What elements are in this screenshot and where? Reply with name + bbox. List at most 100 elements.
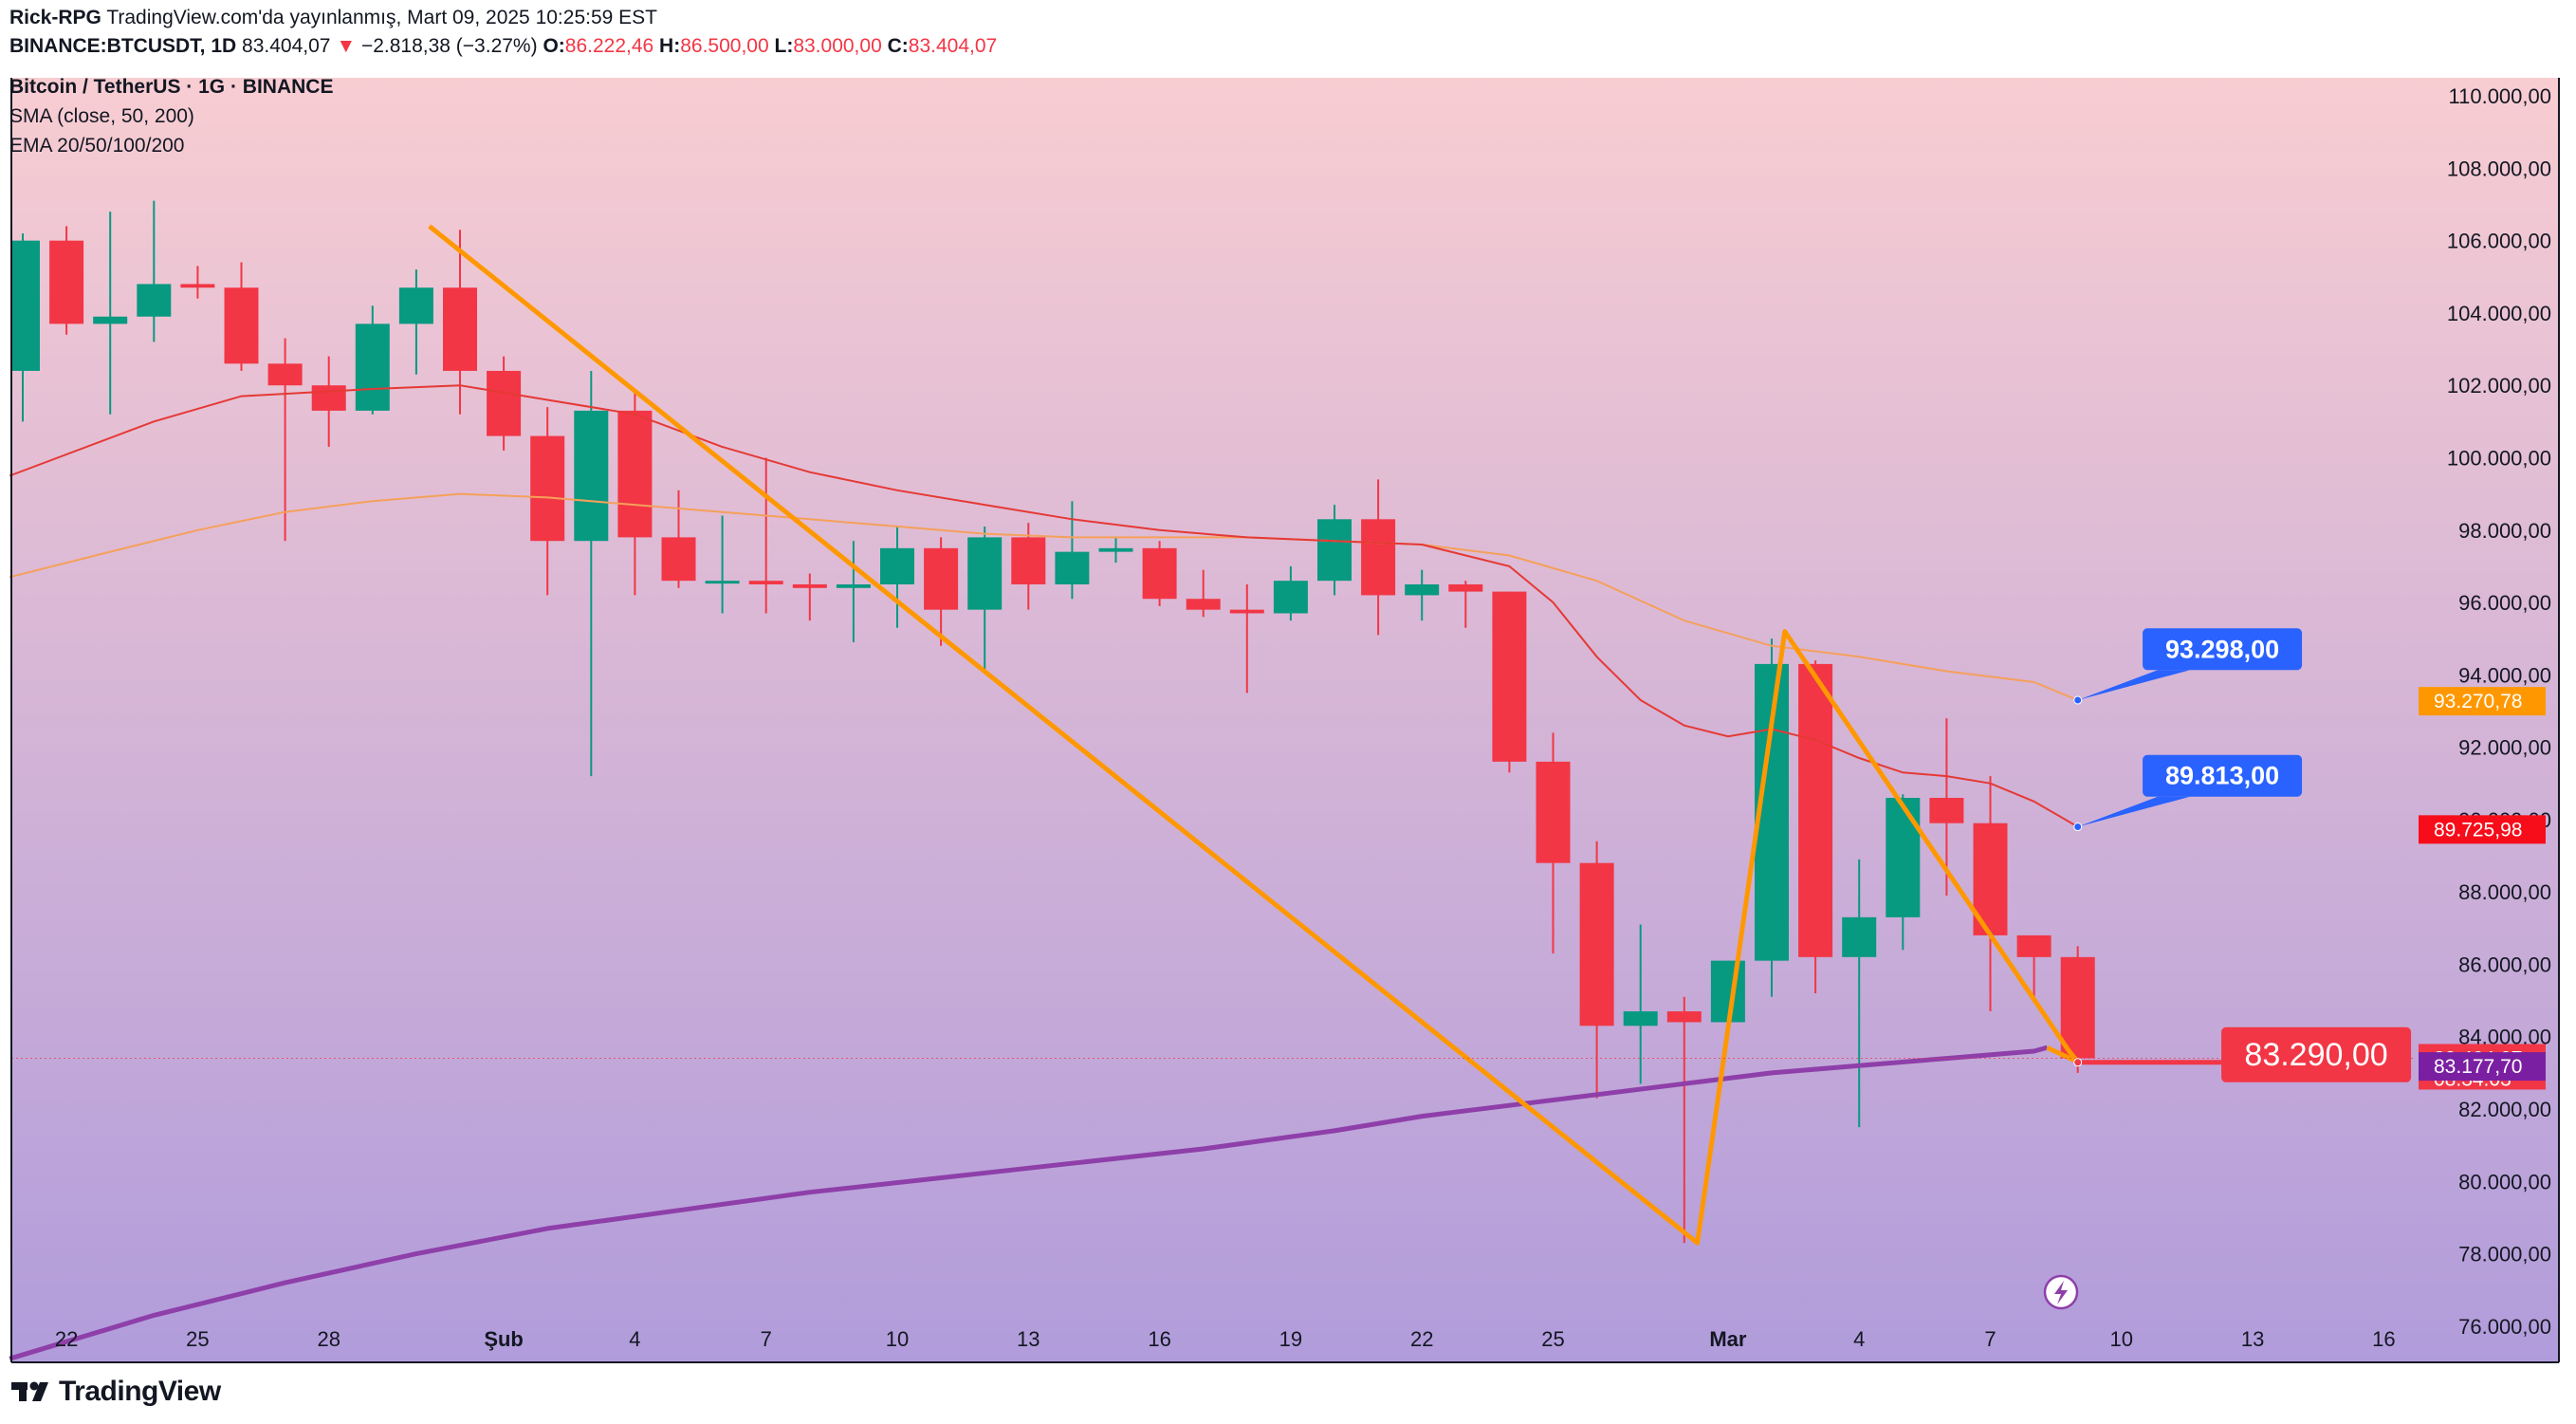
candle-body — [11, 240, 40, 371]
legend-title: Bitcoin / TetherUS · 1G · BINANCE — [9, 72, 2475, 102]
published-text: TradingView.com'da yayınlanmış, Mart 09,… — [106, 7, 657, 28]
candle-body — [530, 435, 565, 542]
candle — [1623, 924, 1658, 1084]
time-tick-label: 7 — [761, 1327, 772, 1351]
axis-price-label: 89.725,98 — [2419, 815, 2546, 844]
author-name[interactable]: Rick-RPG — [9, 7, 101, 28]
candle-body — [49, 240, 84, 324]
candle — [661, 490, 696, 588]
candle-body — [1229, 609, 1264, 614]
candle — [1536, 732, 1571, 954]
price-tick-label: 104.000,00 — [2447, 302, 2551, 325]
axis-price-label: 83.177,70 — [2419, 1052, 2546, 1082]
candle — [1011, 523, 1046, 610]
candle-body — [748, 581, 783, 584]
indicator-lines-layer — [9, 224, 2414, 1361]
price-callout: 83.290,00 — [2073, 1026, 2412, 1082]
candle — [1492, 591, 1527, 773]
candle — [530, 407, 565, 596]
candle — [1405, 569, 1440, 621]
legend-sma[interactable]: SMA (close, 50, 200) — [9, 105, 194, 127]
price-tick-label: 100.000,00 — [2447, 446, 2551, 470]
time-tick-label: 16 — [2372, 1327, 2395, 1351]
candle — [1273, 565, 1308, 621]
candle-body — [1886, 798, 1921, 917]
high-label: H: — [659, 35, 681, 57]
axis-price-label-bg — [2419, 687, 2546, 716]
candle — [705, 515, 740, 614]
axis-price-label-text: 89.725,98 — [2434, 819, 2522, 841]
time-tick-label: 22 — [55, 1327, 78, 1351]
candle-body — [1405, 583, 1440, 596]
tradingview-logo-icon — [11, 1381, 48, 1401]
candle-body — [267, 363, 303, 386]
callout-box — [2143, 754, 2303, 797]
low-label: L: — [774, 35, 794, 57]
candle — [49, 226, 84, 335]
candle — [2016, 934, 2052, 997]
time-tick-label: 13 — [1017, 1327, 1040, 1351]
candle-body — [2016, 934, 2052, 957]
candle-body — [224, 287, 259, 364]
candle — [1579, 841, 1614, 1099]
callout-text: 89.813,00 — [2165, 762, 2279, 790]
price-tick-label: 86.000,00 — [2458, 952, 2551, 976]
price-tick-label: 102.000,00 — [2447, 374, 2551, 398]
candle — [1229, 583, 1264, 694]
candle-body — [1142, 547, 1177, 600]
candle-body — [967, 537, 1003, 610]
candle-body — [792, 583, 827, 588]
candle — [443, 230, 477, 415]
candle — [1929, 718, 1964, 896]
price-tick-label: 76.000,00 — [2458, 1315, 2551, 1339]
price-callout: 93.298,00 — [2073, 628, 2303, 705]
price-tick-label: 96.000,00 — [2458, 591, 2551, 615]
candle-body — [880, 547, 914, 584]
price-tick-label: 82.000,00 — [2458, 1098, 2551, 1121]
candle — [1798, 660, 1833, 993]
axis-price-label-text: 93.270,78 — [2434, 691, 2522, 712]
candle-body — [180, 284, 215, 288]
time-tick-label: Mar — [1709, 1327, 1747, 1351]
candle — [487, 356, 522, 451]
time-tick-label: 10 — [2110, 1327, 2133, 1351]
candle-body — [355, 324, 390, 411]
candle — [93, 212, 128, 415]
callout-anchor-dot — [2073, 695, 2083, 705]
candle-body — [398, 287, 433, 324]
candle-body — [617, 410, 653, 538]
close-label: C: — [887, 35, 909, 57]
legend-ema[interactable]: EMA 20/50/100/200 — [9, 135, 185, 157]
candle-body — [924, 547, 959, 610]
time-tick-label: 10 — [886, 1327, 909, 1351]
price-axis: 76.000,0078.000,0080.000,0082.000,0084.0… — [2447, 84, 2551, 1339]
time-tick-label: 13 — [2241, 1327, 2264, 1351]
candle — [1361, 479, 1396, 636]
price-change: −2.818,38 (−3.27%) — [360, 35, 538, 57]
ema-orange-line — [9, 492, 2079, 701]
legend-title-text: Bitcoin / TetherUS · 1G · BINANCE — [9, 76, 334, 98]
callout-box — [2143, 628, 2303, 671]
time-axis: 22 25 28 Şub 4 7 10 13 16 19 22 25 Mar 4 7 10 13 16 — [55, 1327, 2396, 1351]
callout-text: 83.290,00 — [2244, 1037, 2387, 1073]
candle-body — [443, 287, 477, 371]
time-tick-label: 19 — [1279, 1327, 1302, 1351]
candle — [1666, 996, 1702, 1244]
candle — [1055, 501, 1090, 600]
tradingview-brand[interactable]: TradingView — [59, 1376, 221, 1407]
price-tick-label: 92.000,00 — [2458, 736, 2551, 760]
price-tick-label: 88.000,00 — [2458, 880, 2551, 904]
down-arrow-icon: ▼ — [336, 35, 357, 57]
price-tick-label: 98.000,00 — [2458, 519, 2551, 543]
close-value: 83.404,07 — [908, 35, 998, 57]
callout-pointer — [2077, 670, 2191, 701]
price-tick-label: 78.000,00 — [2458, 1243, 2551, 1267]
price-tick-label: 108.000,00 — [2447, 157, 2551, 180]
candles-layer — [11, 200, 2095, 1244]
lightning-icon[interactable] — [2043, 1274, 2079, 1310]
candle-body — [137, 284, 172, 317]
callout-text: 93.298,00 — [2165, 635, 2279, 663]
ohlc-line: BINANCE:BTCUSDT, 1D 83.404,07 ▼ −2.818,3… — [9, 32, 2475, 61]
candle — [137, 200, 172, 342]
